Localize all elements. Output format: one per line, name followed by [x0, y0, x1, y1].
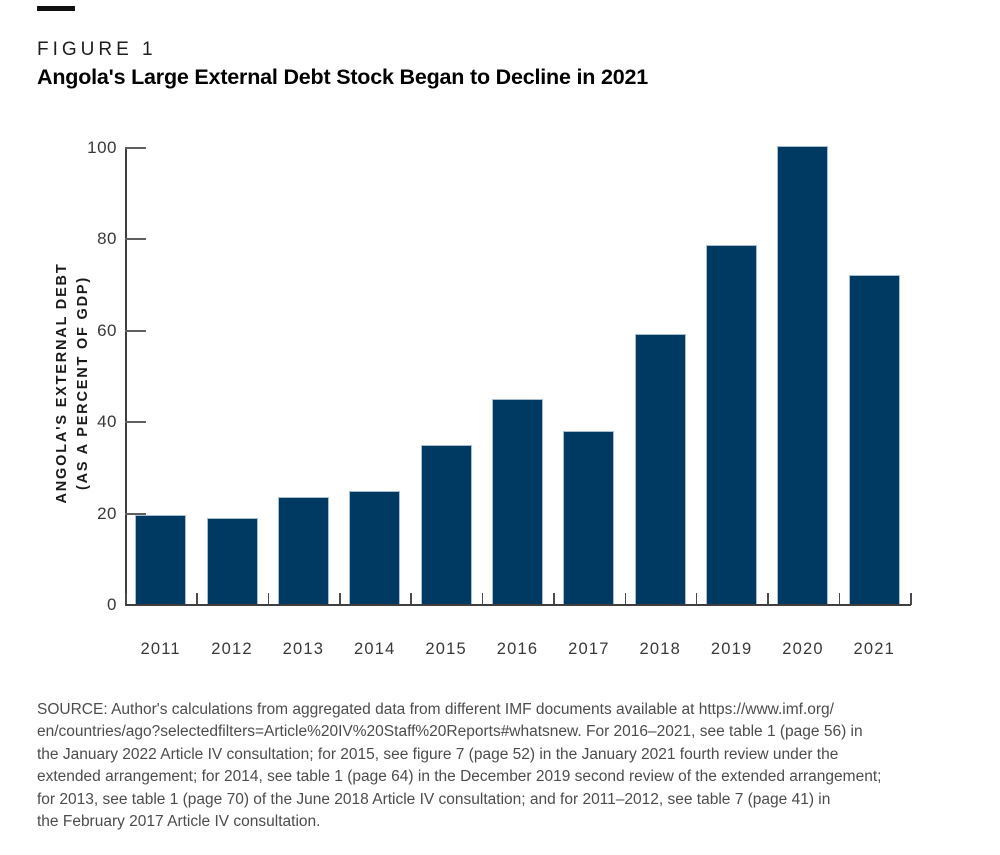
y-tick-mark	[125, 421, 146, 424]
figure-label: FIGURE 1	[37, 39, 157, 60]
x-tick-mark	[553, 593, 555, 605]
y-tick-mark	[125, 147, 146, 149]
bar-2019	[706, 245, 758, 605]
bar-2016	[492, 399, 543, 605]
x-tick-label: 2014	[354, 640, 396, 658]
y-axis-line	[125, 148, 127, 605]
x-tick-label: 2012	[211, 640, 253, 658]
figure-title: Angola's Large External Debt Stock Began…	[37, 65, 649, 89]
bar-2017	[563, 430, 615, 605]
bar-2012	[206, 518, 258, 605]
bar-2013	[277, 496, 329, 605]
x-tick-label: 2017	[568, 640, 610, 658]
x-tick-mark	[267, 593, 270, 605]
x-tick-mark	[838, 593, 841, 605]
source-line: the January 2022 Article IV consultation…	[37, 745, 839, 763]
y-tick-label: 60	[97, 320, 117, 340]
source-line: SOURCE: Author's calculations from aggre…	[37, 701, 834, 718]
x-tick-mark	[410, 593, 412, 605]
x-tick-label: 2013	[282, 640, 325, 658]
bar-2018	[634, 333, 686, 605]
x-tick-mark	[481, 593, 484, 605]
y-axis-label-line1: ANGOLA'S EXTERNAL DEBT	[54, 262, 70, 504]
y-tick-label: 100	[87, 138, 117, 157]
y-axis-label-line2: (AS A PERCENT OF GDP)	[75, 276, 91, 490]
x-tick-label: 2011	[140, 640, 181, 658]
x-tick-label: 2016	[496, 640, 539, 658]
y-tick-label: 0	[107, 595, 117, 614]
x-tick-mark	[767, 593, 769, 605]
bar-2015	[420, 445, 472, 605]
x-tick-label: 2021	[853, 640, 896, 658]
y-axis-label: ANGOLA'S EXTERNAL DEBT (AS A PERCENT OF …	[52, 153, 94, 613]
x-tick-label: 2019	[710, 640, 753, 658]
bar-2014	[349, 491, 401, 605]
x-tick-label: 2015	[425, 640, 467, 658]
source-line: extended arrangement; for 2014, see tabl…	[37, 768, 882, 786]
source-line: en/countries/ago?selectedfilters=Article…	[37, 723, 863, 741]
x-tick-label: 2018	[639, 640, 681, 658]
x-tick-mark	[339, 593, 341, 605]
source-line: for 2013, see table 1 (page 70) of the J…	[37, 790, 831, 808]
bar-2011	[135, 514, 187, 605]
x-tick-label: 2020	[782, 640, 824, 658]
y-tick-label: 20	[97, 503, 117, 523]
x-tick-mark	[695, 593, 698, 605]
bar-2020	[777, 145, 829, 605]
y-tick-label: 80	[97, 229, 117, 249]
source-line: the February 2017 Article IV consultatio…	[37, 813, 321, 831]
x-axis-line	[125, 604, 911, 606]
top-rule	[37, 6, 75, 11]
y-tick-mark	[125, 238, 146, 241]
y-tick-label: 40	[97, 412, 117, 432]
y-tick-mark	[125, 329, 146, 332]
y-tick-mark	[125, 512, 146, 515]
x-tick-mark	[624, 593, 627, 605]
source-note: SOURCE: Author's calculations from aggre…	[37, 699, 972, 833]
x-tick-mark	[125, 593, 127, 605]
x-tick-mark	[196, 593, 198, 605]
bar-2021	[848, 274, 900, 605]
x-tick-mark	[910, 593, 912, 605]
